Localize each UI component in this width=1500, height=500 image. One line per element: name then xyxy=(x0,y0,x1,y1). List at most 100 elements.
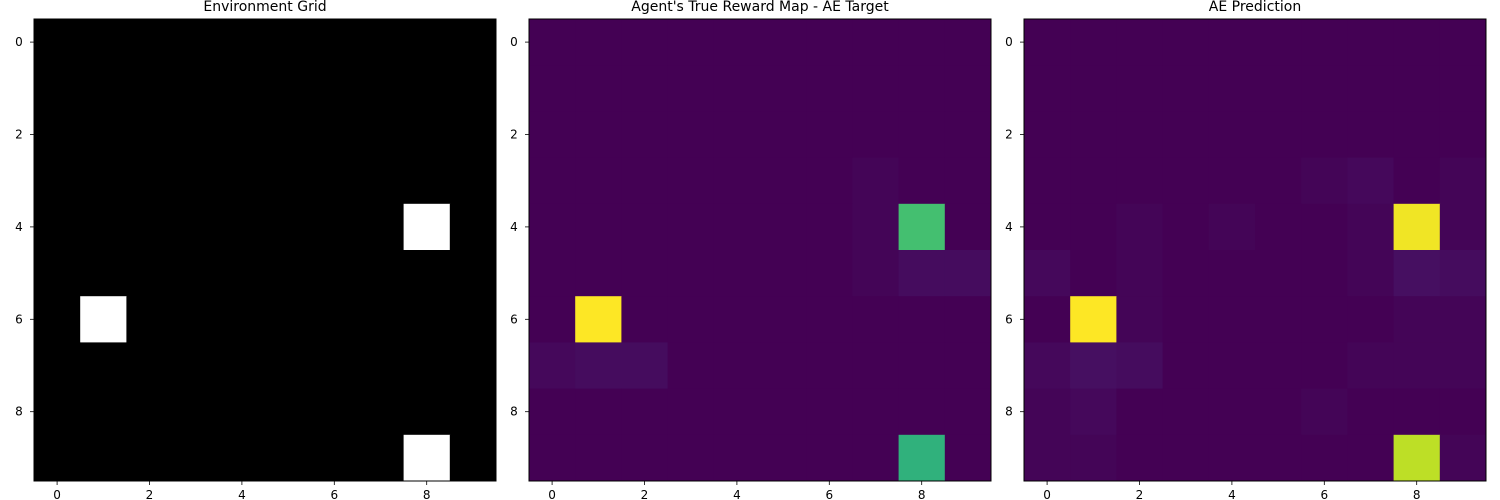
heatmap-cell xyxy=(449,250,497,297)
heatmap-cell xyxy=(265,65,312,112)
heatmap-cell xyxy=(218,342,266,389)
x-tick-label: 8 xyxy=(1413,488,1421,500)
heatmap-cell xyxy=(713,434,761,482)
heatmap-cell xyxy=(1070,342,1117,389)
heatmap-cell xyxy=(898,19,946,66)
heatmap-cell xyxy=(667,388,715,436)
heatmap-cell xyxy=(852,203,899,251)
heatmap-cell xyxy=(265,388,312,436)
heatmap-cell xyxy=(944,342,992,389)
heatmap-cell xyxy=(80,250,127,297)
heatmap-cell xyxy=(529,157,576,205)
heatmap-cell xyxy=(667,19,715,66)
heatmap-cell xyxy=(1347,434,1394,482)
heatmap-cell xyxy=(1070,250,1117,297)
heatmap-cell xyxy=(1393,342,1441,389)
heatmap-cell xyxy=(357,388,404,436)
heatmap-cell xyxy=(1301,65,1348,112)
heatmap-cell xyxy=(403,111,451,158)
heatmap-cell xyxy=(172,250,220,297)
heatmap-cell xyxy=(403,342,451,389)
heatmap-cell xyxy=(311,342,358,389)
x-tick-label: 8 xyxy=(918,488,926,500)
heatmap-cell xyxy=(80,434,127,482)
heatmap-cell xyxy=(852,342,899,389)
heatmap-cell xyxy=(713,342,761,389)
heatmap-cell xyxy=(1393,19,1441,66)
heatmap-cell xyxy=(218,19,266,66)
heatmap-cell xyxy=(713,157,761,205)
heatmap-cell xyxy=(403,203,451,251)
heatmap-cell xyxy=(529,296,576,343)
y-tick-label: 2 xyxy=(1005,128,1013,142)
heatmap-cell xyxy=(575,203,622,251)
heatmap-cell xyxy=(403,65,451,112)
heatmap-cell xyxy=(621,157,668,205)
x-tick-label: 8 xyxy=(423,488,431,500)
heatmap-cell xyxy=(1024,342,1071,389)
heatmap-cell xyxy=(403,250,451,297)
heatmap-cell xyxy=(1070,203,1117,251)
heatmap-cell xyxy=(1024,296,1071,343)
heatmap-cell xyxy=(1347,157,1394,205)
heatmap-cell xyxy=(667,65,715,112)
heatmap-cell xyxy=(80,296,127,343)
heatmap-cell xyxy=(713,19,761,66)
heatmap-cell xyxy=(575,157,622,205)
heatmap-cell xyxy=(1116,342,1163,389)
heatmap-cell xyxy=(34,434,81,482)
heatmap-cell xyxy=(1393,111,1441,158)
heatmap-cell xyxy=(357,111,404,158)
heatmap-cell xyxy=(1024,250,1071,297)
heatmap-cell xyxy=(575,250,622,297)
heatmap-cell xyxy=(621,203,668,251)
x-tick-label: 2 xyxy=(641,488,649,500)
heatmap-cell xyxy=(80,19,127,66)
heatmap-cell xyxy=(898,157,946,205)
heatmap-cell xyxy=(218,65,266,112)
heatmap-cell xyxy=(449,388,497,436)
heatmap-cell xyxy=(449,296,497,343)
heatmap-cell xyxy=(1162,434,1210,482)
heatmap-cell xyxy=(1070,434,1117,482)
heatmap-cell xyxy=(529,434,576,482)
heatmap-cell xyxy=(172,111,220,158)
heatmap-cell xyxy=(529,19,576,66)
heatmap-cell xyxy=(1393,296,1441,343)
heatmap-cell xyxy=(621,342,668,389)
heatmap-panel-2: Agent's True Reward Map - AE Target 0 2 4 6 8… xyxy=(510,0,992,500)
y-tick-label: 8 xyxy=(15,405,23,419)
x-tick-label: 6 xyxy=(1320,488,1328,500)
heatmap-cell xyxy=(1208,342,1256,389)
heatmap-cell xyxy=(34,296,81,343)
heatmap-cell xyxy=(1255,19,1302,66)
heatmap-cell xyxy=(172,296,220,343)
heatmap-cell xyxy=(667,434,715,482)
heatmap-cell xyxy=(34,111,81,158)
x-tick-label: 0 xyxy=(1043,488,1051,500)
heatmap-cell xyxy=(667,203,715,251)
heatmap-cell xyxy=(34,388,81,436)
heatmap-cell xyxy=(1162,157,1210,205)
heatmap-cell xyxy=(34,342,81,389)
y-tick-label: 4 xyxy=(510,220,518,234)
chart-title: Agent's True Reward Map - AE Target xyxy=(631,0,889,15)
heatmap-cell xyxy=(1116,250,1163,297)
x-tick-label: 0 xyxy=(53,488,61,500)
heatmap-cell xyxy=(1255,342,1302,389)
heatmap-cell xyxy=(1393,388,1441,436)
heatmap-cell xyxy=(172,434,220,482)
heatmap-cell xyxy=(1024,157,1071,205)
heatmap-cell xyxy=(760,388,807,436)
heatmap-cell xyxy=(1255,434,1302,482)
heatmap-cell xyxy=(1024,111,1071,158)
heatmap-cell xyxy=(806,250,853,297)
heatmap-cell xyxy=(34,250,81,297)
heatmap-cell xyxy=(265,342,312,389)
heatmap-cell xyxy=(126,65,173,112)
heatmap-cell xyxy=(449,342,497,389)
heatmap-cell xyxy=(1347,388,1394,436)
heatmap-cell xyxy=(1116,111,1163,158)
heatmap-cell xyxy=(621,111,668,158)
heatmap-cell xyxy=(1439,388,1487,436)
